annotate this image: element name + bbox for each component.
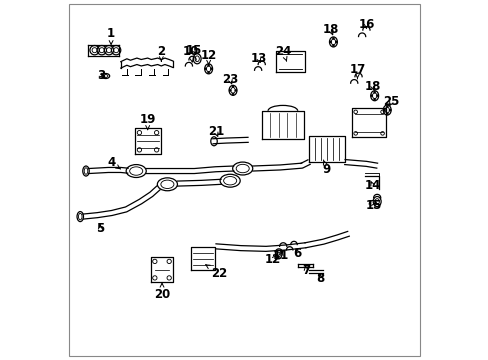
Text: 9: 9 xyxy=(322,160,330,176)
Text: 2: 2 xyxy=(157,45,165,61)
Circle shape xyxy=(329,41,331,43)
Circle shape xyxy=(373,91,375,93)
Circle shape xyxy=(332,44,334,46)
Circle shape xyxy=(207,71,209,73)
Text: 11: 11 xyxy=(272,249,288,262)
Text: 12: 12 xyxy=(200,49,216,64)
Circle shape xyxy=(207,64,209,66)
Text: 7: 7 xyxy=(302,264,309,277)
Text: 8: 8 xyxy=(316,272,324,285)
Circle shape xyxy=(386,105,387,108)
Text: 15: 15 xyxy=(365,199,381,212)
Text: 18: 18 xyxy=(364,80,380,93)
Circle shape xyxy=(332,37,334,40)
Circle shape xyxy=(210,68,212,70)
Text: 16: 16 xyxy=(358,18,374,31)
Circle shape xyxy=(228,89,231,91)
Text: 1: 1 xyxy=(107,27,115,44)
Text: 14: 14 xyxy=(364,179,380,192)
Text: 15: 15 xyxy=(185,44,202,57)
Circle shape xyxy=(335,41,337,43)
Text: 4: 4 xyxy=(107,156,120,169)
Text: 13: 13 xyxy=(250,52,266,65)
Circle shape xyxy=(231,93,234,95)
Text: 10: 10 xyxy=(182,45,199,62)
Circle shape xyxy=(388,109,390,111)
Text: 25: 25 xyxy=(383,95,399,108)
Text: 19: 19 xyxy=(139,113,156,130)
Circle shape xyxy=(234,89,237,91)
Circle shape xyxy=(383,109,385,111)
Text: 5: 5 xyxy=(96,222,104,235)
Text: 20: 20 xyxy=(154,283,170,301)
Circle shape xyxy=(204,68,206,70)
Circle shape xyxy=(376,95,378,97)
Circle shape xyxy=(231,86,234,88)
Text: 24: 24 xyxy=(274,45,291,61)
Circle shape xyxy=(373,98,375,100)
Circle shape xyxy=(386,113,387,115)
Text: 12: 12 xyxy=(264,253,281,266)
Text: 21: 21 xyxy=(207,125,224,139)
Text: 22: 22 xyxy=(205,265,227,280)
Text: 6: 6 xyxy=(293,247,301,260)
Text: 23: 23 xyxy=(222,73,238,86)
Text: 3: 3 xyxy=(97,69,105,82)
Circle shape xyxy=(370,95,372,97)
Text: 17: 17 xyxy=(348,63,365,79)
Text: 18: 18 xyxy=(322,23,338,36)
